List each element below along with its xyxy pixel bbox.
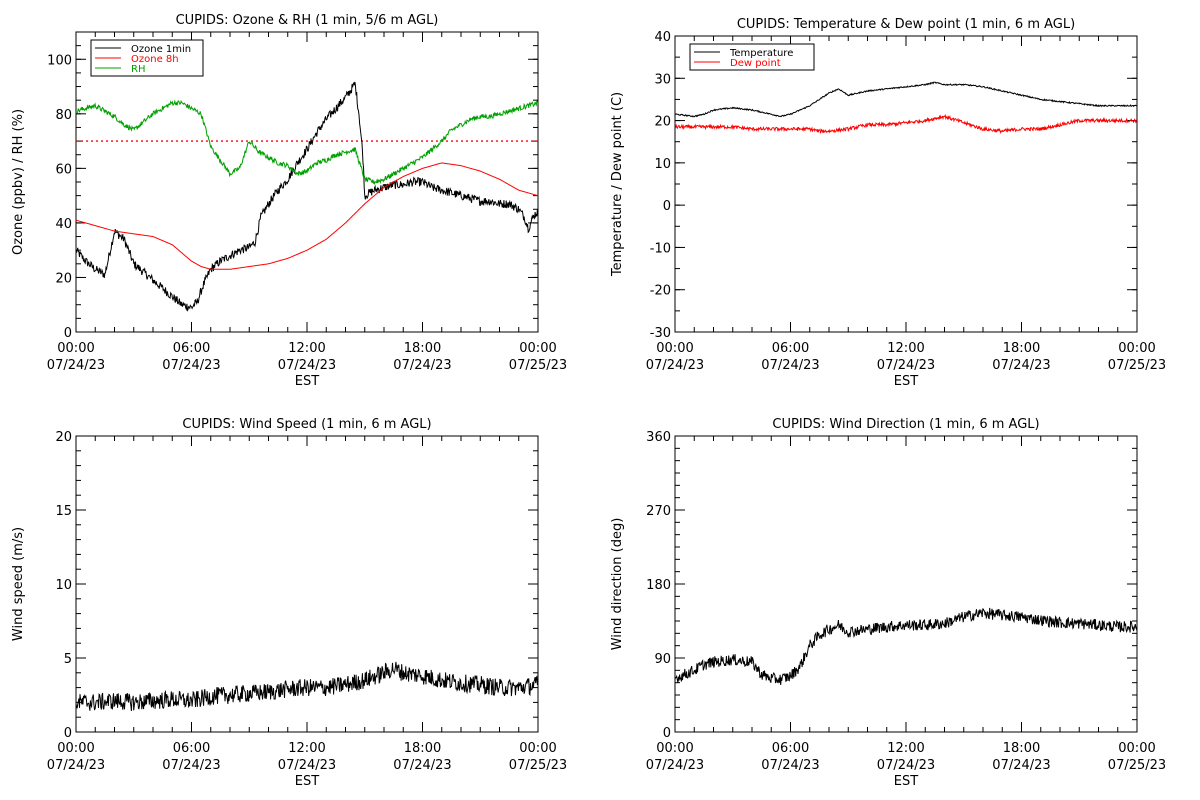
x-tick-label-time: 06:00 [772,741,809,756]
x-tick-label-date: 07/24/23 [162,358,220,373]
chart-title: CUPIDS: Wind Speed (1 min, 6 m AGL) [182,417,431,432]
chart-wind-speed: CUPIDS: Wind Speed (1 min, 6 m AGL) EST … [11,417,567,789]
legend-box [689,43,815,71]
x-tick-label-date: 07/25/23 [1108,358,1166,373]
series-line-ozone-8h [75,162,539,270]
x-tick-label-time: 18:00 [404,741,441,756]
legend-entry: RH [131,64,145,75]
x-tick-label-date: 07/24/23 [393,758,451,773]
y-tick-label: -20 [650,284,671,299]
x-tick-label-time: 00:00 [519,741,556,756]
y-tick-label: 360 [646,430,671,445]
x-tick-label-time: 12:00 [288,341,325,356]
x-tick-label-time: 18:00 [404,341,441,356]
y-tick-label: -10 [650,241,671,256]
x-tick-label-date: 07/24/23 [877,758,935,773]
x-tick-label-time: 00:00 [519,341,556,356]
y-axis-label: Ozone (ppbv) / RH (%) [11,109,26,255]
chart-title: CUPIDS: Ozone & RH (1 min, 5/6 m AGL) [176,13,439,28]
y-tick-label: 0 [663,199,671,214]
y-tick-label: 0 [64,326,72,341]
chart-ozone-rh: CUPIDS: Ozone & RH (1 min, 5/6 m AGL) ES… [11,13,567,389]
x-tick-label-date: 07/24/23 [278,358,336,373]
x-tick-label-time: 18:00 [1003,741,1040,756]
series-line-series [674,607,1138,686]
x-tick-label-date: 07/24/23 [761,758,819,773]
y-tick-label: 90 [654,652,671,667]
x-tick-label-time: 18:00 [1003,341,1040,356]
series-line-temperature [674,81,1137,118]
y-tick-label: 20 [654,115,671,130]
x-tick-label-date: 07/24/23 [47,358,105,373]
y-tick-label: 100 [47,53,72,68]
x-tick-label-time: 06:00 [173,741,210,756]
chart-title: CUPIDS: Wind Direction (1 min, 6 m AGL) [772,417,1039,432]
x-tick-label-date: 07/24/23 [761,358,819,373]
x-tick-label-time: 00:00 [1118,341,1155,356]
plot-frame [75,31,539,333]
y-tick-label: 270 [646,504,671,519]
y-tick-label: 0 [64,726,72,741]
x-tick-label-date: 07/25/23 [509,358,567,373]
x-tick-label-date: 07/25/23 [1108,758,1166,773]
x-tick-label-date: 07/24/23 [393,358,451,373]
x-axis-label: EST [295,774,319,789]
x-tick-label-date: 07/24/23 [278,758,336,773]
y-axis-label: Wind direction (deg) [610,518,625,651]
y-tick-label: 180 [646,578,671,593]
y-tick-label: 80 [55,108,72,123]
x-tick-label-date: 07/24/23 [646,358,704,373]
x-tick-label-time: 00:00 [57,341,94,356]
y-tick-label: 20 [55,271,72,286]
x-axis-label: EST [295,374,319,389]
x-tick-label-date: 07/24/23 [877,358,935,373]
series-line-dew-point [674,113,1138,135]
x-tick-label-date: 07/24/23 [992,358,1050,373]
x-tick-label-time: 00:00 [656,341,693,356]
x-tick-label-time: 00:00 [1118,741,1155,756]
x-tick-label-time: 12:00 [887,341,924,356]
y-tick-label: 60 [55,162,72,177]
legend-entry: Ozone 8h [131,54,179,65]
x-axis-label: EST [894,774,918,789]
x-tick-label-time: 06:00 [772,341,809,356]
chart-title: CUPIDS: Temperature & Dew point (1 min, … [737,17,1075,32]
y-tick-label: 30 [654,72,671,87]
plot-frame [674,35,1138,333]
x-tick-label-date: 07/24/23 [646,758,704,773]
x-tick-label-time: 06:00 [173,341,210,356]
x-axis-label: EST [894,374,918,389]
y-tick-label: 20 [55,430,72,445]
y-tick-label: 10 [654,157,671,172]
series-line-series [75,661,539,712]
series-line-ozone-1min [75,81,539,312]
x-tick-label-time: 12:00 [288,741,325,756]
y-tick-label: 40 [654,30,671,45]
legend-entry: Dew point [730,58,781,69]
x-tick-label-date: 07/24/23 [992,758,1050,773]
x-tick-label-time: 12:00 [887,741,924,756]
x-tick-label-time: 00:00 [656,741,693,756]
x-tick-label-date: 07/24/23 [162,758,220,773]
legend-entry: Temperature [729,48,793,59]
x-tick-label-date: 07/25/23 [509,758,567,773]
y-tick-label: 5 [64,652,72,667]
x-tick-label-time: 00:00 [57,741,94,756]
series-line-rh [75,99,539,186]
y-axis-label: Wind speed (m/s) [11,527,26,641]
y-axis-label: Temperature / Dew point (C) [610,92,625,277]
chart-temperature-dewpoint: CUPIDS: Temperature & Dew point (1 min, … [610,17,1166,389]
y-tick-label: -30 [650,326,671,341]
legend-entry: Ozone 1min [131,44,191,55]
chart-wind-direction: CUPIDS: Wind Direction (1 min, 6 m AGL) … [610,417,1166,789]
y-tick-label: 10 [55,578,72,593]
plot-frame [674,435,1138,733]
y-tick-label: 15 [55,504,72,519]
x-tick-label-date: 07/24/23 [47,758,105,773]
y-tick-label: 40 [55,217,72,232]
y-tick-label: 0 [663,726,671,741]
